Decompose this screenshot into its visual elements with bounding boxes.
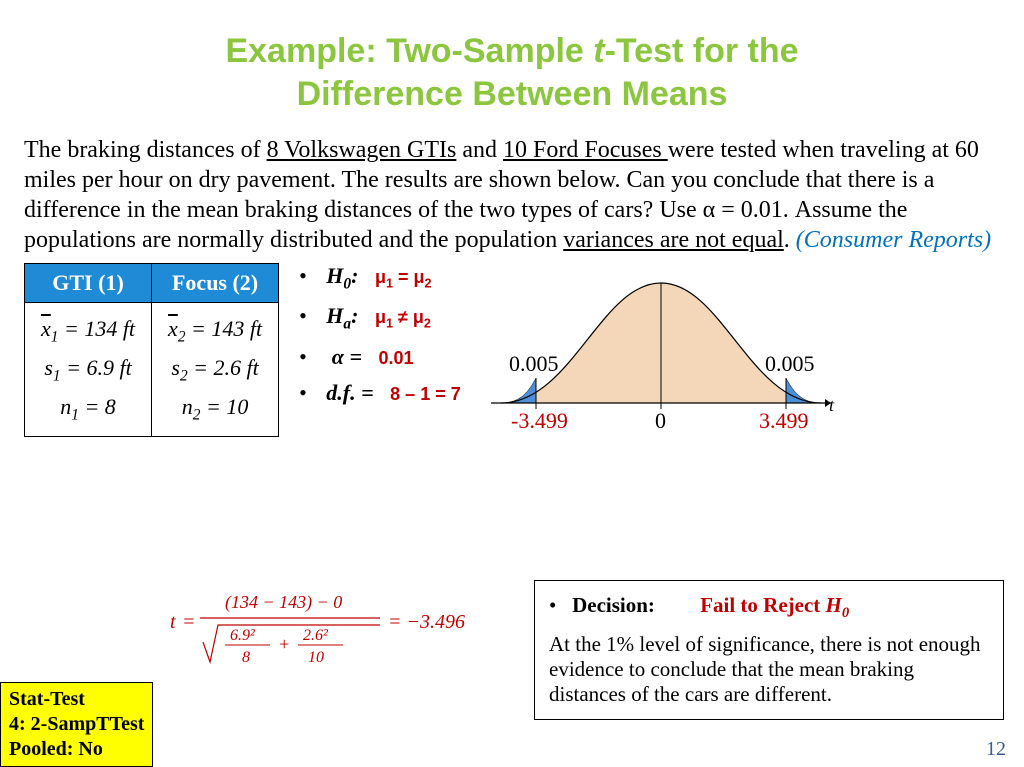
df-line: d.f. = 8 – 1 = 7 <box>299 380 461 406</box>
title-t: t <box>593 32 604 70</box>
decision-text: At the 1% level of significance, there i… <box>549 632 989 707</box>
svg-text:(134 − 143) − 0: (134 − 143) − 0 <box>225 592 342 613</box>
svg-text:t: t <box>170 611 176 633</box>
decision-result: Fail to Reject H0 <box>700 593 849 617</box>
svg-text:10: 10 <box>308 649 324 666</box>
decision-label: Decision: <box>572 593 655 617</box>
t-statistic-formula: t = (134 − 143) − 0 6.9² 8 + 2.6² 10 = −… <box>170 580 480 676</box>
hypotheses-block: H0: μ1 = μ2 Ha: μ1 ≠ μ2 α = 0.01 d.f. = … <box>299 263 461 453</box>
axis-label: t <box>829 395 835 415</box>
center-label: 0 <box>655 408 666 433</box>
decision-line: • Decision: Fail to Reject H0 <box>549 593 989 622</box>
cell-focus: x2 = 143 ft s2 = 2.6 ft n2 = 10 <box>152 303 279 437</box>
calculator-note: Stat-Test 4: 2-SampTTest Pooled: No <box>0 682 153 767</box>
svg-text:= −3.496: = −3.496 <box>388 611 465 633</box>
svg-text:6.9²: 6.9² <box>230 627 256 644</box>
alpha-line: α = 0.01 <box>299 344 461 370</box>
stat-note-line2: 4: 2-SampTTest <box>9 712 144 737</box>
svg-text:8: 8 <box>242 649 250 666</box>
title-part1b: -Test for the <box>605 32 799 70</box>
stat-note-line1: Stat-Test <box>9 687 144 712</box>
col-header-gti: GTI (1) <box>25 264 152 303</box>
page-number: 12 <box>986 738 1006 761</box>
svg-text:+: + <box>278 634 290 654</box>
problem-text: The braking distances of 8 Volkswagen GT… <box>0 125 1024 255</box>
ha-line: Ha: μ1 ≠ μ2 <box>299 303 461 333</box>
left-crit-label: -3.499 <box>511 408 568 433</box>
content-row: GTI (1) Focus (2) x1 = 134 ft s1 = 6.9 f… <box>0 255 1024 453</box>
table-header-row: GTI (1) Focus (2) <box>25 264 279 303</box>
col-header-focus: Focus (2) <box>152 264 279 303</box>
data-table: GTI (1) Focus (2) x1 = 134 ft s1 = 6.9 f… <box>24 263 279 437</box>
title-part2: Difference Between Means <box>297 75 728 113</box>
stat-note-line3: Pooled: No <box>9 737 144 762</box>
data-table-wrap: GTI (1) Focus (2) x1 = 134 ft s1 = 6.9 f… <box>24 263 279 453</box>
left-area-label: 0.005 <box>509 351 559 376</box>
right-crit-label: 3.499 <box>759 408 809 433</box>
bell-curve-svg: 0.005 0.005 -3.499 0 3.499 t <box>481 263 841 453</box>
title-part1: Example: Two-Sample <box>225 32 593 70</box>
source-citation: (Consumer Reports) <box>796 227 991 253</box>
h0-line: H0: μ1 = μ2 <box>299 263 461 293</box>
slide-title: Example: Two-Sample t-Test for the Diffe… <box>0 0 1024 125</box>
svg-text:=: = <box>182 611 196 633</box>
right-area-label: 0.005 <box>765 351 815 376</box>
cell-gti: x1 = 134 ft s1 = 6.9 ft n1 = 8 <box>25 303 152 437</box>
decision-box: • Decision: Fail to Reject H0 At the 1% … <box>534 580 1004 720</box>
distribution-curve: 0.005 0.005 -3.499 0 3.499 t <box>481 263 841 453</box>
right-tail <box>786 378 821 403</box>
left-tail <box>501 378 536 403</box>
svg-text:2.6²: 2.6² <box>303 627 329 644</box>
table-data-row: x1 = 134 ft s1 = 6.9 ft n1 = 8 x2 = 143 … <box>25 303 279 437</box>
